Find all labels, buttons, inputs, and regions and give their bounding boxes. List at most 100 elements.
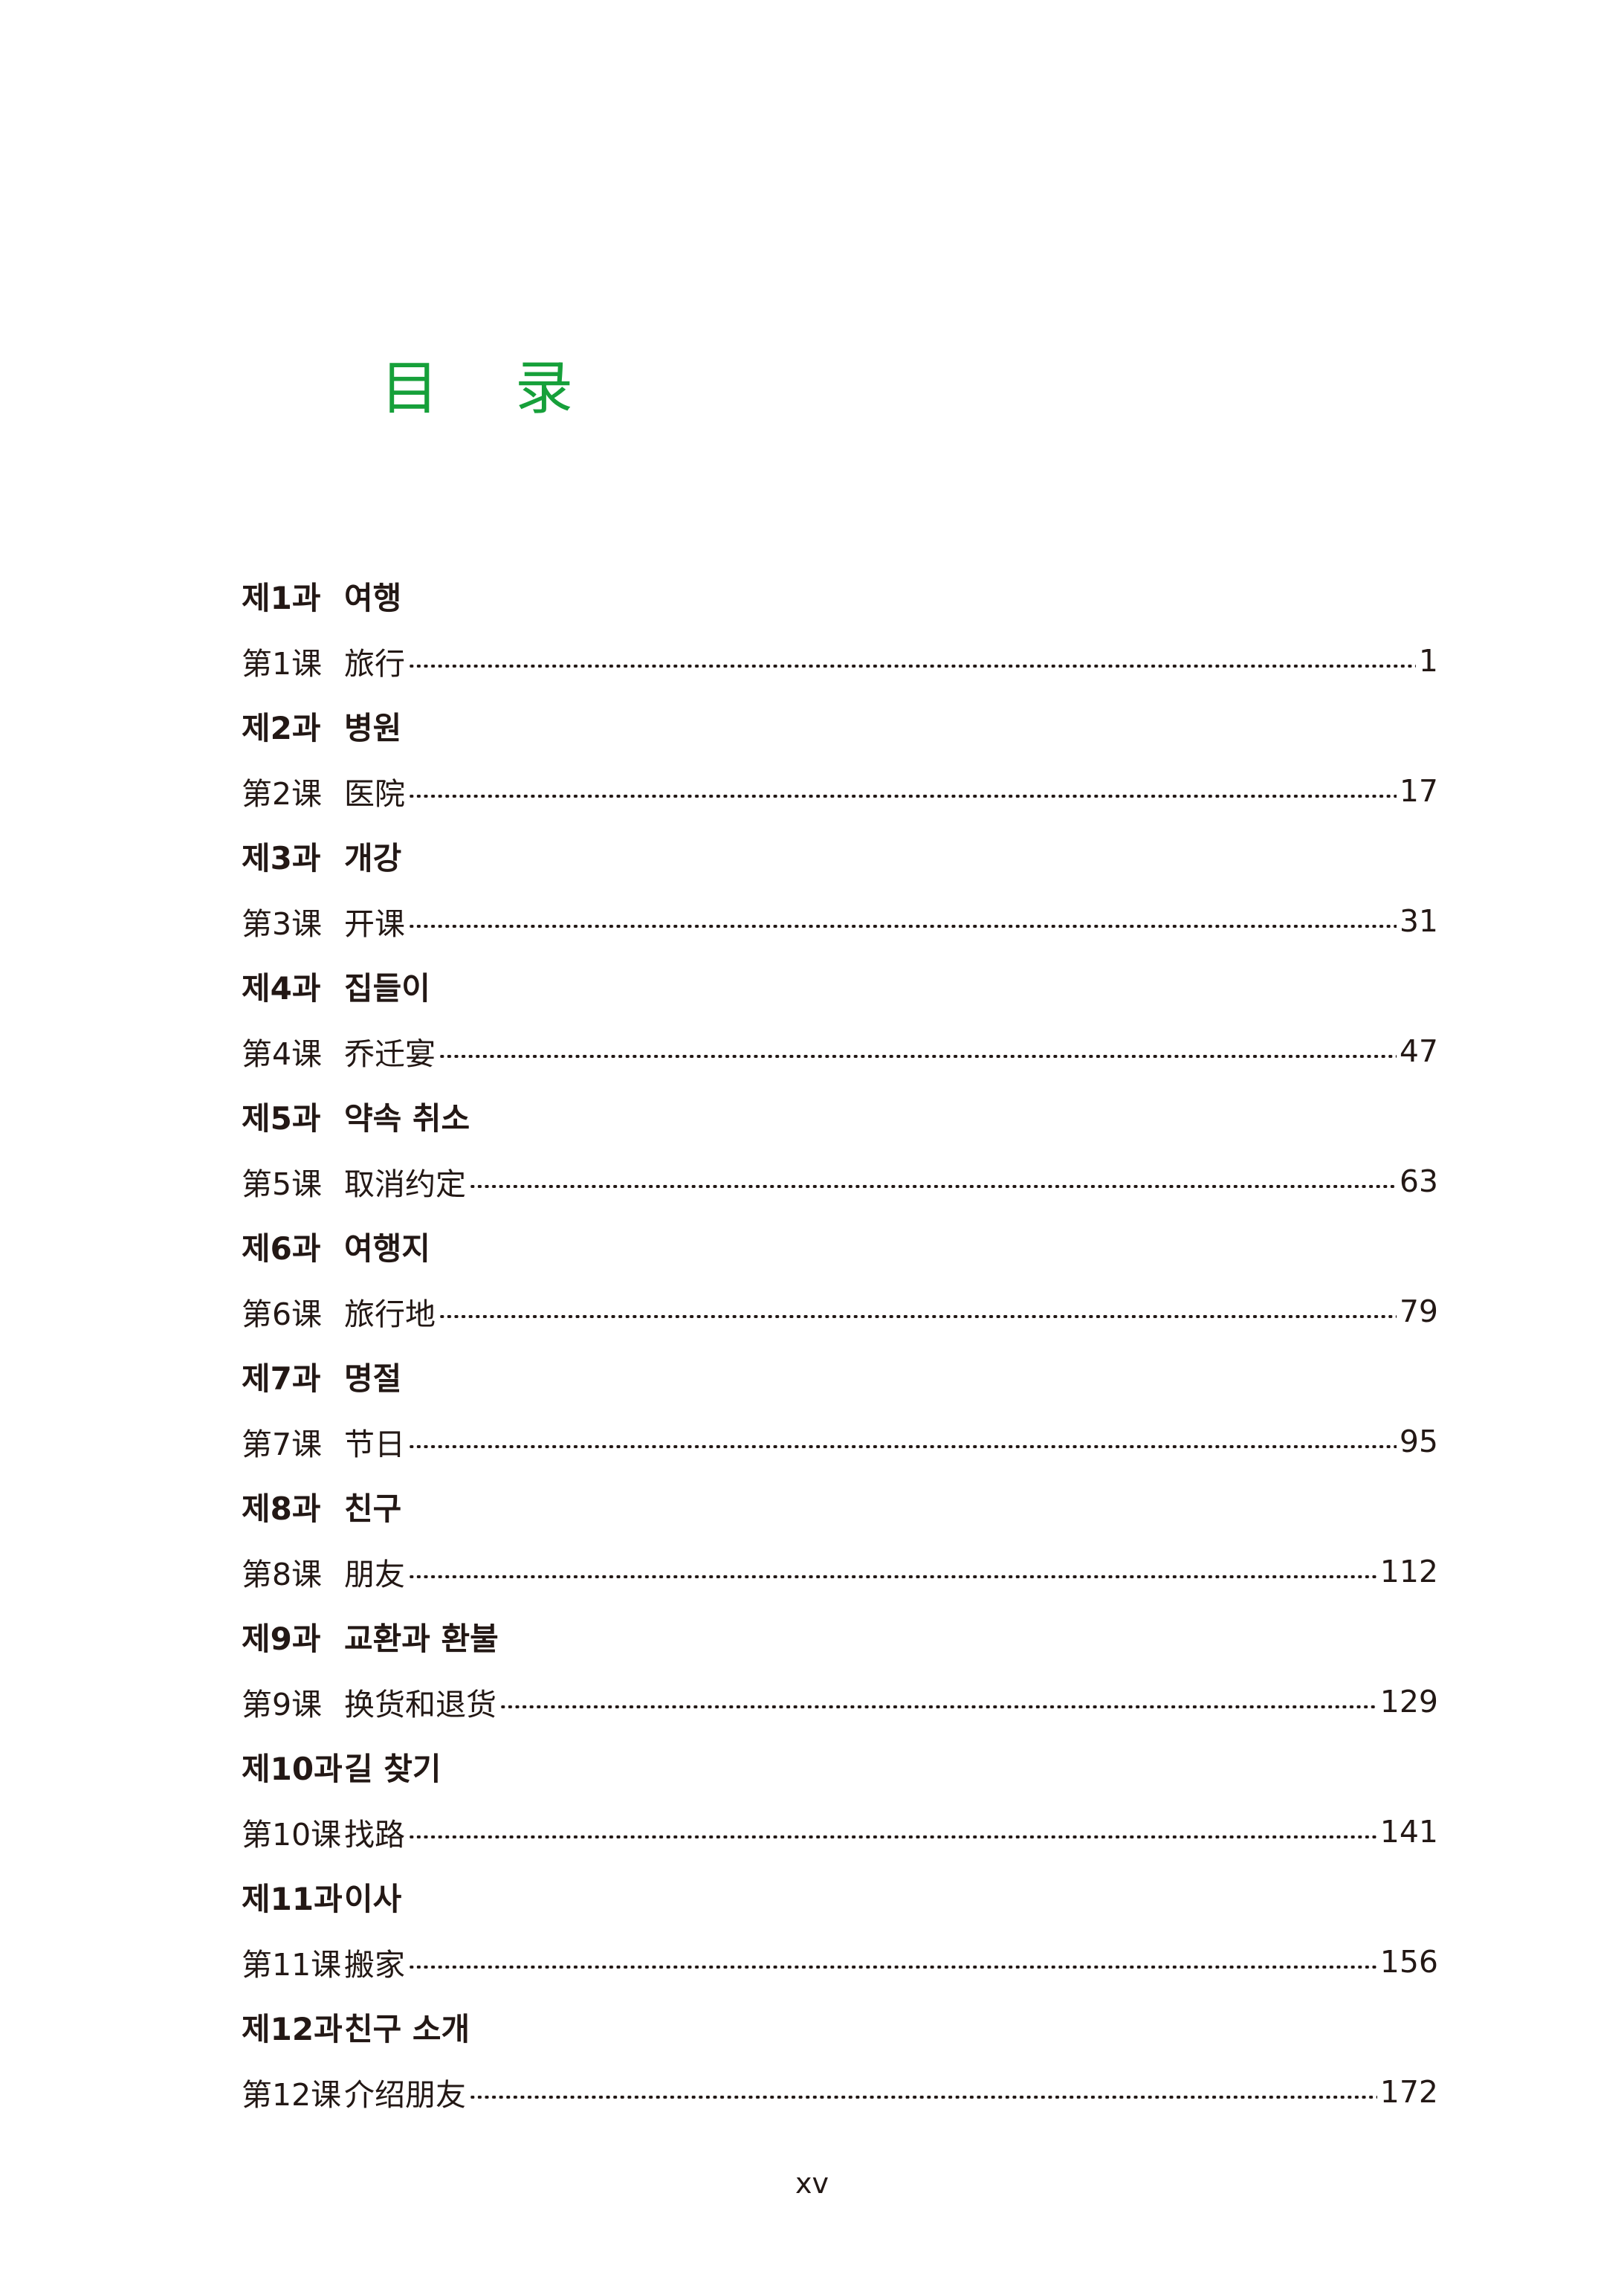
lesson-title: 找路 — [344, 1817, 405, 1853]
lesson-number: 第2课 — [242, 776, 323, 813]
lesson-page-number: 47 — [1399, 1033, 1438, 1070]
lesson-number: 第8课 — [242, 1557, 323, 1593]
toc-lesson-entry[interactable]: 第10课 找路 141 — [242, 1800, 1438, 1865]
toc-title-char-1: 目 — [381, 355, 439, 422]
lesson-page-number: 17 — [1399, 773, 1438, 810]
lesson-title: 朋友 — [344, 1557, 405, 1593]
toc-unit-heading: 제11과 이사 — [242, 1864, 1438, 1930]
lesson-number: 第4课 — [242, 1036, 323, 1073]
dot-leader — [469, 2096, 1377, 2099]
toc-unit-heading: 제9과 교환과 환불 — [242, 1604, 1438, 1670]
lesson-page-number: 129 — [1379, 1684, 1438, 1720]
lesson-title: 节日 — [344, 1427, 405, 1463]
unit-number: 제2과 — [242, 710, 321, 747]
lesson-page-number: 141 — [1379, 1814, 1438, 1850]
dot-leader — [408, 1966, 1377, 1969]
toc-unit-heading: 제12과 친구 소개 — [242, 1995, 1438, 2060]
unit-number: 제3과 — [242, 840, 321, 877]
unit-title: 여행 — [344, 580, 402, 617]
toc-unit-heading: 제2과 병원 — [242, 694, 1438, 759]
lesson-title: 搬家 — [344, 1947, 405, 1983]
lesson-page-number: 1 — [1418, 643, 1438, 679]
lesson-page-number: 79 — [1399, 1294, 1438, 1330]
toc-lesson-entry[interactable]: 第1课 旅行 1 — [242, 629, 1438, 694]
toc-unit-heading: 제5과 약속 취소 — [242, 1084, 1438, 1149]
lesson-number: 第5课 — [242, 1166, 323, 1203]
unit-number: 제11과 — [242, 1881, 343, 1918]
unit-number: 제5과 — [242, 1100, 321, 1137]
lesson-title: 旅行 — [344, 646, 405, 682]
lesson-title: 旅行地 — [344, 1297, 436, 1333]
lesson-page-number: 156 — [1379, 1944, 1438, 1980]
dot-leader — [408, 665, 1416, 668]
toc-unit-heading: 제1과 여행 — [242, 564, 1438, 629]
unit-number: 제6과 — [242, 1230, 321, 1268]
unit-number: 제7과 — [242, 1360, 321, 1398]
toc-lesson-entry[interactable]: 第4课 乔迁宴 47 — [242, 1019, 1438, 1085]
toc-title-char-2: 录 — [515, 355, 574, 422]
lesson-number: 第7课 — [242, 1427, 323, 1463]
toc-lesson-entry[interactable]: 第11课 搬家 156 — [242, 1930, 1438, 1995]
toc-lesson-entry[interactable]: 第8课 朋友 112 — [242, 1540, 1438, 1605]
toc-unit-heading: 제7과 명절 — [242, 1344, 1438, 1409]
lesson-number: 第1课 — [242, 646, 323, 682]
unit-number: 제8과 — [242, 1491, 321, 1528]
lesson-number: 第3课 — [242, 906, 323, 943]
unit-title: 교환과 환불 — [344, 1621, 499, 1658]
lesson-title: 取消约定 — [344, 1166, 466, 1203]
unit-title: 개강 — [344, 840, 402, 877]
toc-lesson-entry[interactable]: 第12课 介绍朋友 172 — [242, 2060, 1438, 2125]
dot-leader — [408, 1575, 1377, 1579]
dot-leader — [408, 1445, 1397, 1449]
unit-title: 친구 — [344, 1491, 402, 1528]
page-number: xv — [795, 2167, 829, 2200]
unit-number: 제1과 — [242, 580, 321, 617]
toc-unit-heading: 제4과 집들이 — [242, 954, 1438, 1019]
dot-leader — [499, 1705, 1377, 1709]
unit-number: 제4과 — [242, 970, 321, 1007]
dot-leader — [408, 795, 1397, 798]
toc-lesson-entry[interactable]: 第7课 节日 95 — [242, 1409, 1438, 1475]
unit-title: 약속 취소 — [344, 1100, 470, 1137]
unit-number: 제10과 — [242, 1751, 343, 1788]
unit-title: 친구 소개 — [344, 2011, 470, 2048]
dot-leader — [408, 1835, 1377, 1839]
lesson-page-number: 63 — [1399, 1163, 1438, 1200]
toc-lesson-entry[interactable]: 第5课 取消约定 63 — [242, 1149, 1438, 1215]
lesson-number: 第11课 — [242, 1947, 342, 1983]
toc-lesson-entry[interactable]: 第3课 开课 31 — [242, 889, 1438, 955]
unit-title: 집들이 — [344, 970, 430, 1007]
unit-title: 이사 — [344, 1881, 402, 1918]
unit-number: 제9과 — [242, 1621, 321, 1658]
lesson-number: 第6课 — [242, 1297, 323, 1333]
unit-title: 병원 — [344, 710, 402, 747]
lesson-number: 第12课 — [242, 2077, 342, 2114]
dot-leader — [439, 1315, 1397, 1319]
lesson-page-number: 172 — [1379, 2074, 1438, 2111]
unit-title: 길 찾기 — [344, 1751, 441, 1788]
dot-leader — [408, 925, 1397, 929]
lesson-number: 第10课 — [242, 1817, 342, 1853]
lesson-title: 医院 — [344, 776, 405, 813]
lesson-page-number: 31 — [1399, 903, 1438, 940]
table-of-contents: 제1과 여행 第1课 旅行 1 제2과 병원 第2课 医院 17 제3과 개강 第3课 开课 31 제4과 집들… — [242, 564, 1438, 2125]
unit-number: 제12과 — [242, 2011, 343, 2048]
unit-title: 여행지 — [344, 1230, 430, 1268]
lesson-number: 第9课 — [242, 1687, 323, 1723]
lesson-title: 换货和退货 — [344, 1687, 496, 1723]
lesson-page-number: 95 — [1399, 1424, 1438, 1460]
dot-leader — [439, 1055, 1397, 1059]
dot-leader — [469, 1185, 1397, 1189]
unit-title: 명절 — [344, 1360, 402, 1398]
lesson-page-number: 112 — [1379, 1554, 1438, 1590]
toc-unit-heading: 제3과 개강 — [242, 824, 1438, 889]
lesson-title: 开课 — [344, 906, 405, 943]
lesson-title: 介绍朋友 — [344, 2077, 466, 2114]
lesson-title: 乔迁宴 — [344, 1036, 436, 1073]
toc-lesson-entry[interactable]: 第9课 换货和退货 129 — [242, 1670, 1438, 1735]
toc-lesson-entry[interactable]: 第2课 医院 17 — [242, 759, 1438, 824]
toc-lesson-entry[interactable]: 第6课 旅行地 79 — [242, 1279, 1438, 1345]
toc-unit-heading: 제10과 길 찾기 — [242, 1734, 1438, 1800]
toc-unit-heading: 제6과 여행지 — [242, 1214, 1438, 1279]
toc-unit-heading: 제8과 친구 — [242, 1474, 1438, 1540]
